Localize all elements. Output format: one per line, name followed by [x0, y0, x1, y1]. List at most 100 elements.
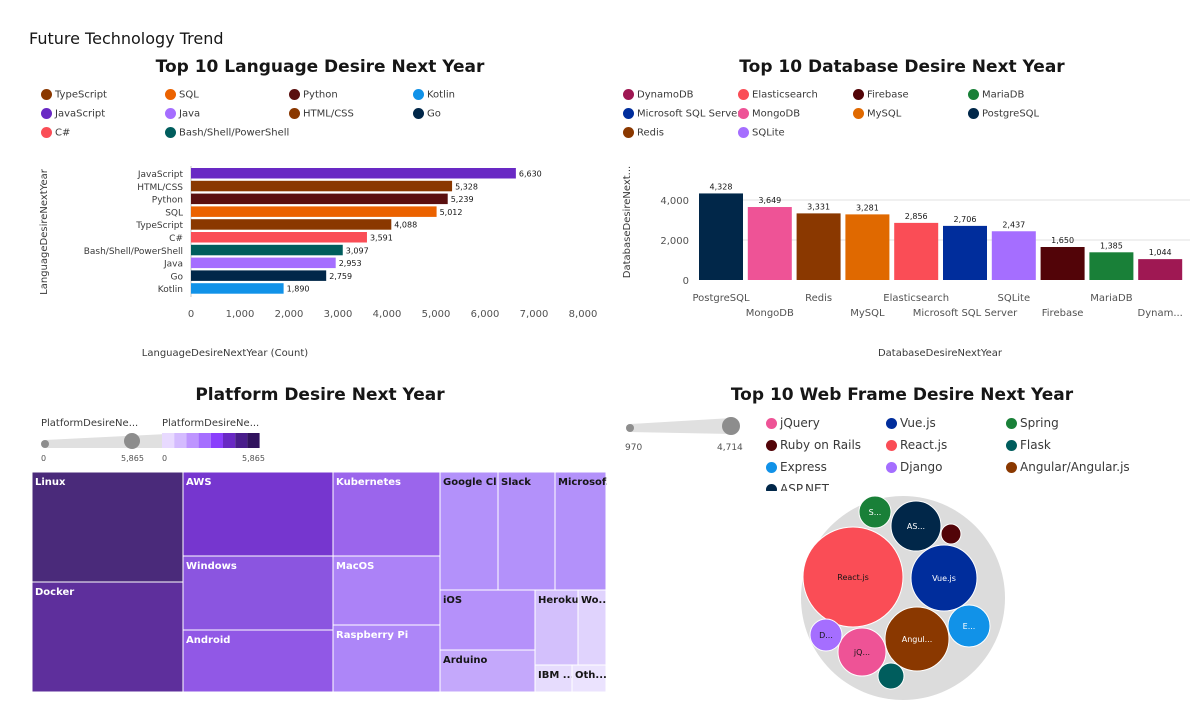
bubble-label-react-js: React.js — [837, 573, 869, 582]
legend-item-jquery[interactable]: jQuery — [766, 416, 820, 430]
category-label-mongodb: MongoDB — [746, 308, 794, 319]
legend-swatch — [41, 127, 52, 138]
legend-item-sql[interactable]: SQL — [165, 89, 199, 101]
legend-item-spring[interactable]: Spring — [1006, 416, 1059, 430]
language-bar-chart: JavaScript 6,630 HTML/CSS 5,328 Python 5,239 S… — [39, 166, 597, 359]
legend-item-html-css[interactable]: HTML/CSS — [289, 108, 354, 120]
legend-item-react-js[interactable]: React.js — [886, 438, 947, 452]
category-label-c: C# — [169, 234, 183, 244]
legend-label: Django — [900, 460, 943, 474]
tile-label-google-cl: Google Cl... — [443, 477, 508, 488]
category-label-go: Go — [171, 272, 184, 282]
legend-item-dynamodb[interactable]: DynamoDB — [623, 89, 694, 101]
legend-item-angular-angular-js[interactable]: Angular/Angular.js — [1006, 460, 1130, 474]
bubble-label-jquery: jQ... — [853, 648, 870, 657]
size-legend-wedge — [630, 418, 732, 434]
legend-label: Spring — [1020, 416, 1059, 430]
platform-chart-title: Platform Desire Next Year — [195, 385, 445, 405]
bar-elasticsearch — [894, 222, 939, 280]
value-label-kotlin: 1,890 — [287, 285, 310, 294]
legend-item-sqlite[interactable]: SQLite — [738, 127, 785, 139]
value-label-mariadb: 1,385 — [1100, 241, 1123, 250]
legend-swatch — [289, 108, 300, 119]
legend-label: Bash/Shell/PowerShell — [179, 127, 290, 139]
legend-item-python[interactable]: Python — [289, 89, 338, 101]
database-legend: DynamoDB Elasticsearch Firebase MariaDB Micr… — [623, 89, 1123, 149]
value-label-typescript: 4,088 — [394, 221, 417, 230]
size-legend-max: 5,865 — [121, 454, 144, 463]
bubble-label-express: E... — [963, 622, 976, 631]
category-label-sqlite: SQLite — [997, 293, 1030, 304]
legend-item-javascript[interactable]: JavaScript — [41, 108, 105, 120]
value-label-html-css: 5,328 — [455, 182, 478, 191]
bar-mysql — [845, 214, 890, 280]
legend-label: SQL — [179, 89, 199, 101]
legend-item-vue-js[interactable]: Vue.js — [886, 416, 936, 430]
legend-item-postgresql[interactable]: PostgreSQL — [968, 108, 1039, 120]
bubble-react-js — [802, 526, 904, 628]
legend-item-elasticsearch[interactable]: Elasticsearch — [738, 89, 818, 101]
bar-microsoft-sql-server — [943, 225, 987, 280]
legend-item-microsoft-sql-server[interactable]: Microsoft SQL Server — [623, 108, 741, 120]
color-ramp-step — [174, 433, 187, 448]
legend-label: Vue.js — [900, 416, 936, 430]
bar-dynam — [1138, 259, 1183, 280]
webframe-chart-title: Top 10 Web Frame Desire Next Year — [730, 385, 1074, 405]
color-ramp-step — [162, 433, 175, 448]
legend-item-c[interactable]: C# — [41, 127, 70, 139]
legend-item-go[interactable]: Go — [413, 108, 441, 120]
legend-item-redis[interactable]: Redis — [623, 127, 664, 139]
bar-javascript — [191, 168, 516, 179]
bar-bash-shell-powershell — [191, 244, 343, 256]
bar-sqlite — [991, 231, 1036, 280]
bar-redis — [796, 213, 841, 280]
legend-item-java[interactable]: Java — [165, 108, 200, 120]
legend-item-firebase[interactable]: Firebase — [853, 89, 909, 101]
tile-label-android: Android — [186, 635, 230, 646]
bubble-label-angular-angular-js: Angul... — [902, 635, 933, 644]
language-chart-title: Top 10 Language Desire Next Year — [155, 57, 485, 77]
database-bar-chart: 0 2,000 4,000 4,328 PostgreSQL 3,649 MongoDB 3,… — [622, 166, 1190, 359]
tile-aws — [182, 472, 334, 557]
legend-swatch — [289, 89, 300, 100]
tile-microsof — [554, 472, 607, 591]
x-tick-label: 0 — [188, 309, 194, 320]
tile-docker — [32, 581, 184, 693]
category-label-java: Java — [163, 260, 183, 270]
legend-swatch — [738, 127, 749, 138]
x-tick-label: 7,000 — [520, 309, 549, 320]
legend-label: HTML/CSS — [303, 108, 354, 120]
category-label-elasticsearch: Elasticsearch — [883, 293, 949, 304]
value-label-elasticsearch: 2,856 — [905, 212, 928, 221]
legend-item-ruby-on-rails[interactable]: Ruby on Rails — [766, 438, 861, 452]
tile-ios — [439, 589, 536, 651]
legend-item-mysql[interactable]: MySQL — [853, 108, 901, 120]
legend-item-mariadb[interactable]: MariaDB — [968, 89, 1024, 101]
legend-swatch — [766, 462, 777, 473]
legend-item-bash-shell-powershell[interactable]: Bash/Shell/PowerShell — [165, 127, 289, 139]
legend-item-django[interactable]: Django — [886, 460, 943, 474]
legend-label: JavaScript — [55, 108, 106, 120]
y-axis-title: LanguageDesireNextYear — [39, 168, 50, 295]
category-label-kotlin: Kotlin — [158, 285, 183, 295]
webframe-bubble-chart: React.js Vue.js Angul... AS... E... jQ... S...… — [801, 495, 1005, 700]
legend-item-flask[interactable]: Flask — [1006, 438, 1051, 452]
legend-swatch — [413, 89, 424, 100]
legend-swatch — [41, 108, 52, 119]
legend-item-kotlin[interactable]: Kotlin — [413, 89, 455, 101]
legend-item-asp-net[interactable]: ASP.NET — [766, 482, 829, 491]
x-tick-label: 6,000 — [471, 309, 500, 320]
bubble-jquery — [837, 627, 887, 677]
tile-label-slack: Slack — [501, 477, 531, 488]
legend-label: Go — [427, 108, 441, 120]
legend-item-mongodb[interactable]: MongoDB — [738, 108, 800, 120]
color-ramp-step — [210, 433, 223, 448]
legend-swatch — [623, 127, 634, 138]
value-label-microsoft-sql-server: 2,706 — [954, 215, 977, 224]
category-label-mariadb: MariaDB — [1090, 293, 1132, 304]
platform-legend: PlatformDesireNe... 0 5,865 PlatformDesi… — [41, 418, 265, 463]
legend-item-typescript[interactable]: TypeScript — [41, 89, 107, 101]
legend-item-express[interactable]: Express — [766, 460, 827, 474]
legend-label: MySQL — [867, 108, 902, 120]
dashboard-title: Future Technology Trend — [29, 29, 224, 48]
